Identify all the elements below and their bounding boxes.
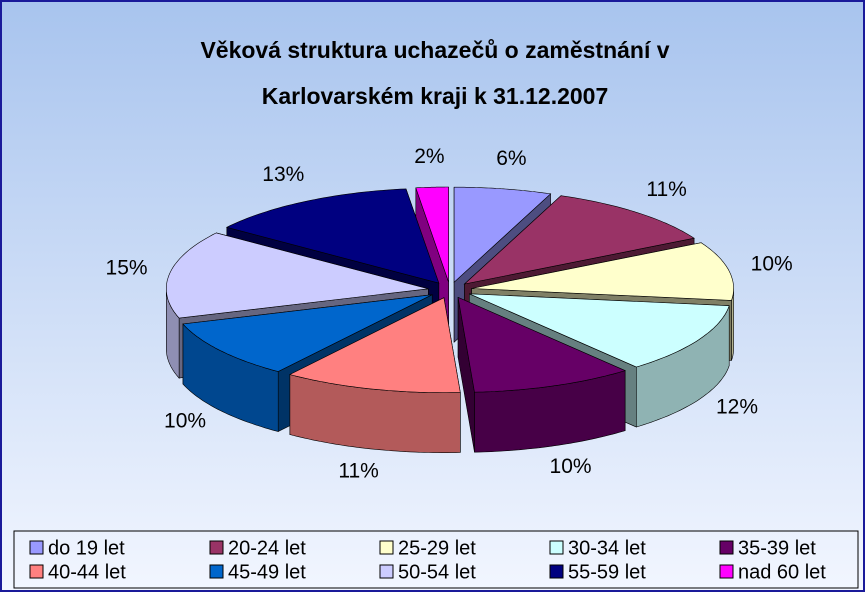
legend-swatch: [549, 564, 564, 579]
data-label: 15%: [106, 257, 148, 280]
data-label: 2%: [414, 145, 444, 168]
legend-label: 35-39 let: [738, 537, 816, 559]
slice-top: [415, 186, 449, 283]
legend-box: [13, 530, 859, 589]
chart-title: Karlovarském kraji k 31.12.2007: [262, 83, 609, 109]
legend-swatch: [29, 564, 44, 579]
slice-top: [471, 242, 734, 301]
legend-label: do 19 let: [48, 537, 125, 559]
legend-swatch: [209, 564, 224, 579]
data-label: 11%: [646, 178, 686, 201]
legend-label: nad 60 let: [738, 561, 826, 583]
pie-slice: [289, 297, 461, 453]
data-label: 13%: [262, 163, 304, 186]
slice-top: [166, 232, 429, 319]
slice-top: [463, 195, 695, 285]
slice-top: [182, 294, 433, 372]
legend-label: 25-29 let: [398, 537, 476, 559]
slice-top: [457, 296, 626, 393]
slice-top: [225, 188, 440, 284]
data-label: 11%: [338, 459, 378, 482]
slice-top: [289, 297, 461, 393]
legend-label: 50-54 let: [398, 561, 476, 583]
legend-swatch: [549, 540, 564, 555]
legend-swatch: [719, 564, 734, 579]
data-label: 10%: [550, 455, 592, 478]
legend-swatch: [719, 540, 734, 555]
data-label: 6%: [496, 147, 526, 170]
legend-label: 40-44 let: [48, 561, 126, 583]
chart-title: Věková struktura uchazečů o zaměstnání v: [200, 37, 669, 63]
data-label: 10%: [751, 253, 793, 276]
slice-top: [453, 186, 552, 283]
legend-label: 55-59 let: [568, 561, 646, 583]
data-label: 12%: [716, 396, 758, 419]
slice-top: [469, 293, 730, 368]
legend-swatch: [29, 540, 44, 555]
legend-swatch: [379, 564, 394, 579]
pie-slice: [457, 296, 626, 453]
data-label: 10%: [164, 410, 206, 433]
legend-label: 20-24 let: [228, 537, 306, 559]
legend-label: 45-49 let: [228, 561, 306, 583]
legend-swatch: [379, 540, 394, 555]
legend-swatch: [209, 540, 224, 555]
legend-label: 30-34 let: [568, 537, 646, 559]
